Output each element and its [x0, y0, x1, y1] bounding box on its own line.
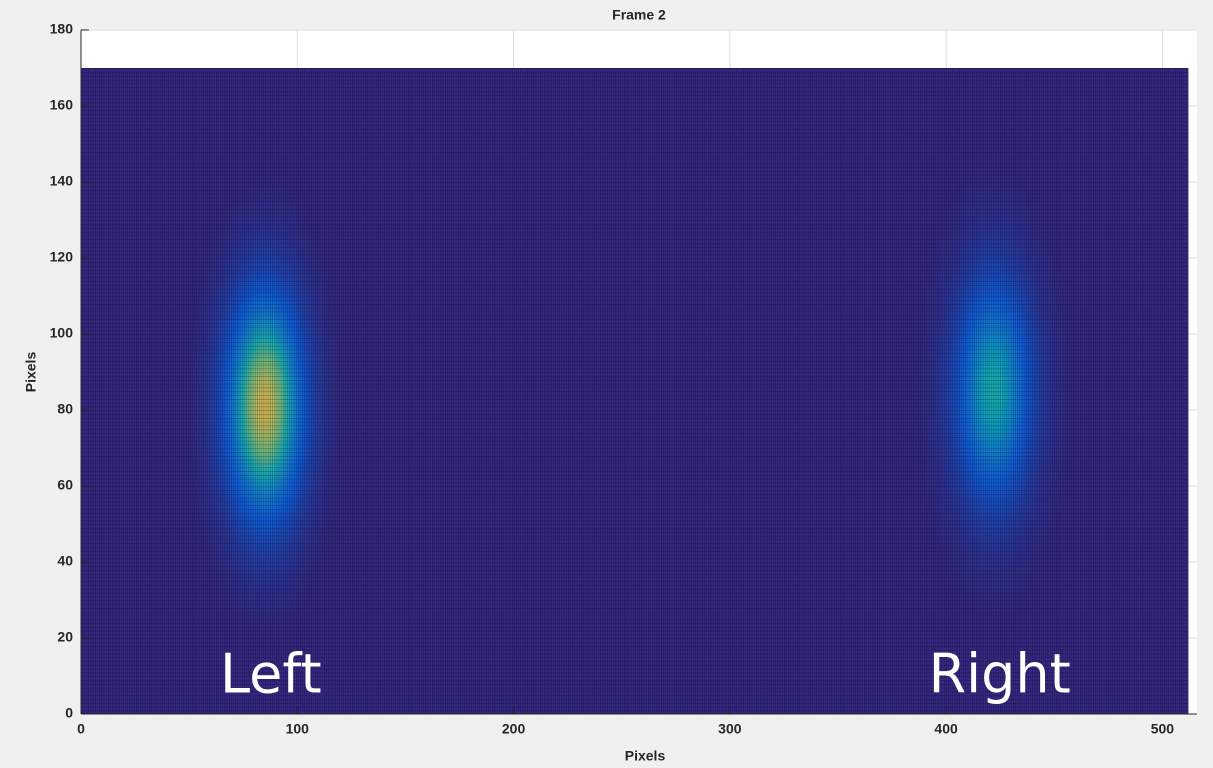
y-tick-label: 180	[50, 21, 74, 37]
x-axis-label: Pixels	[625, 748, 666, 764]
y-tick-label: 100	[50, 325, 74, 341]
chart: Left Right 0 100 200 300 400 500 0 20 40 60 80 100 120…	[0, 0, 1213, 768]
x-tick-label: 300	[718, 721, 742, 737]
y-tick-label: 20	[57, 629, 73, 645]
annotation: Left	[220, 643, 322, 706]
x-tick-label: 200	[502, 721, 526, 737]
y-tick-label: 120	[50, 249, 74, 265]
x-tick-label: 400	[934, 721, 958, 737]
page: Left Right 0 100 200 300 400 500 0 20 40 60 80 100 120…	[0, 0, 1213, 768]
x-tick-label: 100	[286, 721, 310, 737]
y-tick-label: 140	[50, 173, 74, 189]
y-tick-label: 60	[57, 477, 73, 493]
y-tick-label: 80	[57, 401, 73, 417]
y-tick-label: 40	[57, 553, 73, 569]
chart-title: Frame 2	[612, 7, 666, 23]
x-tick-label: 500	[1151, 721, 1175, 737]
y-tick-label: 160	[50, 97, 74, 113]
x-tick-label: 0	[77, 721, 85, 737]
annotation: Right	[929, 643, 1071, 706]
y-tick-label: 0	[65, 705, 73, 721]
y-axis-label: Pixels	[23, 352, 39, 393]
